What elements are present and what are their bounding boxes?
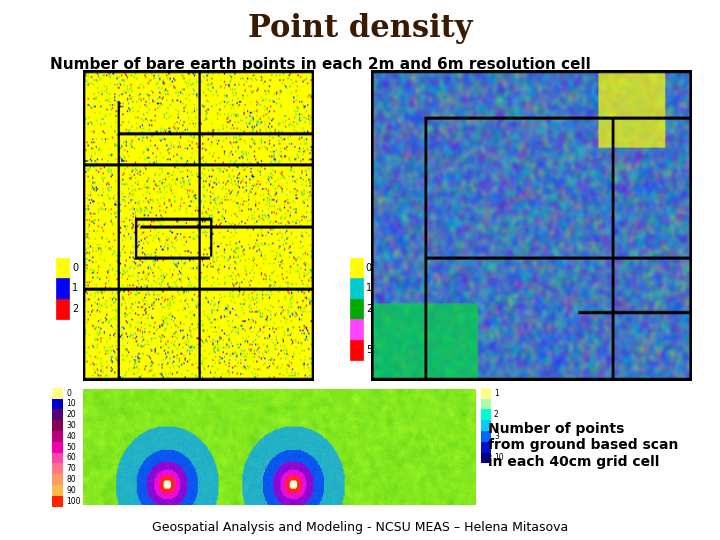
Text: 20: 20 — [66, 410, 76, 419]
Bar — [481, 399, 491, 409]
Text: 2: 2 — [494, 410, 499, 419]
Text: 40: 40 — [66, 432, 76, 441]
Bar — [350, 340, 363, 360]
Text: 90: 90 — [66, 486, 76, 495]
Bar — [350, 258, 363, 278]
Bar — [350, 319, 363, 340]
Text: 70: 70 — [66, 464, 76, 473]
Text: 2: 2 — [366, 304, 372, 314]
Text: 1: 1 — [494, 389, 499, 397]
Text: 3: 3 — [494, 432, 499, 441]
Bar — [481, 453, 491, 463]
Bar — [481, 409, 491, 420]
Text: 5: 5 — [366, 345, 372, 355]
Bar — [52, 453, 63, 463]
Text: 50: 50 — [66, 443, 76, 451]
Bar — [350, 299, 363, 319]
Text: 30: 30 — [66, 421, 76, 430]
Bar — [52, 409, 63, 420]
Text: Number of bare earth points in each 2m and 6m resolution cell: Number of bare earth points in each 2m a… — [50, 57, 591, 72]
Text: 0: 0 — [72, 263, 78, 273]
Bar — [481, 442, 491, 453]
Bar — [481, 388, 491, 399]
Bar — [52, 485, 63, 496]
Text: 60: 60 — [66, 454, 76, 462]
Bar — [52, 399, 63, 409]
Bar — [56, 258, 69, 278]
Text: 80: 80 — [66, 475, 76, 484]
Bar — [52, 474, 63, 485]
Text: 100: 100 — [66, 497, 81, 505]
Text: 0: 0 — [366, 263, 372, 273]
Text: 2: 2 — [72, 304, 78, 314]
Bar — [52, 442, 63, 453]
Text: 1: 1 — [366, 284, 372, 293]
Text: 10: 10 — [494, 454, 503, 462]
Bar — [52, 496, 63, 507]
Bar — [350, 278, 363, 299]
Text: 10: 10 — [66, 400, 76, 408]
Bar — [52, 388, 63, 399]
Bar — [481, 431, 491, 442]
Text: 0: 0 — [66, 389, 71, 397]
Text: Point density: Point density — [248, 14, 472, 44]
Bar — [52, 420, 63, 431]
Bar — [56, 278, 69, 299]
Bar — [56, 299, 69, 319]
Bar — [52, 431, 63, 442]
Text: 1: 1 — [72, 284, 78, 293]
Bar — [52, 463, 63, 474]
Text: Geospatial Analysis and Modeling - NCSU MEAS – Helena Mitasova: Geospatial Analysis and Modeling - NCSU … — [152, 521, 568, 534]
Text: Number of points
from ground based scan
in each 40cm grid cell: Number of points from ground based scan … — [488, 422, 678, 469]
Bar — [481, 420, 491, 431]
